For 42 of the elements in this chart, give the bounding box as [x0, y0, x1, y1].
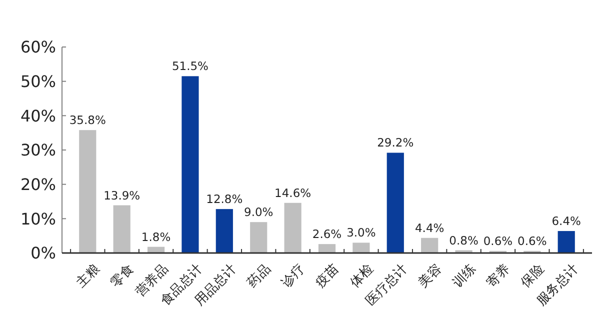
data-label: 0.8% [449, 233, 478, 248]
y-tick-label: 40% [20, 106, 56, 126]
data-label: 0.6% [518, 234, 547, 248]
y-tick-label: 30% [20, 140, 56, 160]
bar [558, 231, 575, 253]
y-tick-label: 50% [20, 72, 56, 91]
bar [250, 222, 268, 253]
data-label: 13.9% [104, 188, 140, 202]
x-tick-label: 保险 [518, 262, 548, 291]
data-label: 51.5% [172, 59, 209, 74]
bar [318, 244, 336, 253]
data-label: 14.6% [274, 186, 312, 200]
x-tick-label: 美容 [415, 260, 445, 291]
y-tick-label: 0% [30, 244, 56, 263]
x-tick-label: 体检 [347, 262, 376, 291]
bar [216, 209, 233, 253]
bar [386, 152, 404, 253]
x-tick-label: 寄养 [484, 260, 514, 291]
data-label: 3.0% [346, 226, 376, 240]
data-label: 4.4% [414, 220, 444, 235]
data-label: 6.4% [552, 214, 582, 228]
data-label: 1.8% [141, 230, 171, 244]
data-label: 12.8% [206, 192, 243, 206]
data-label: 2.6% [312, 227, 342, 242]
x-tick-label: 主粮 [73, 260, 103, 291]
y-tick-label: 20% [20, 174, 56, 194]
x-tick-label: 诊疗 [279, 262, 308, 291]
data-label: 9.0% [244, 205, 274, 220]
data-label: 29.2% [377, 136, 414, 150]
bar [421, 238, 438, 253]
x-tick-label: 药品 [244, 262, 274, 291]
data-label: 35.8% [69, 113, 106, 128]
x-tick-label: 疫苗 [313, 262, 342, 291]
bar [182, 76, 199, 253]
data-label: 0.6% [483, 234, 513, 248]
bar [79, 130, 96, 253]
y-tick-label: 60% [20, 38, 56, 57]
bar [284, 202, 302, 253]
y-tick-label: 10% [20, 209, 56, 228]
x-tick-label: 训练 [450, 262, 480, 291]
bar [113, 205, 130, 253]
bar [352, 242, 370, 253]
